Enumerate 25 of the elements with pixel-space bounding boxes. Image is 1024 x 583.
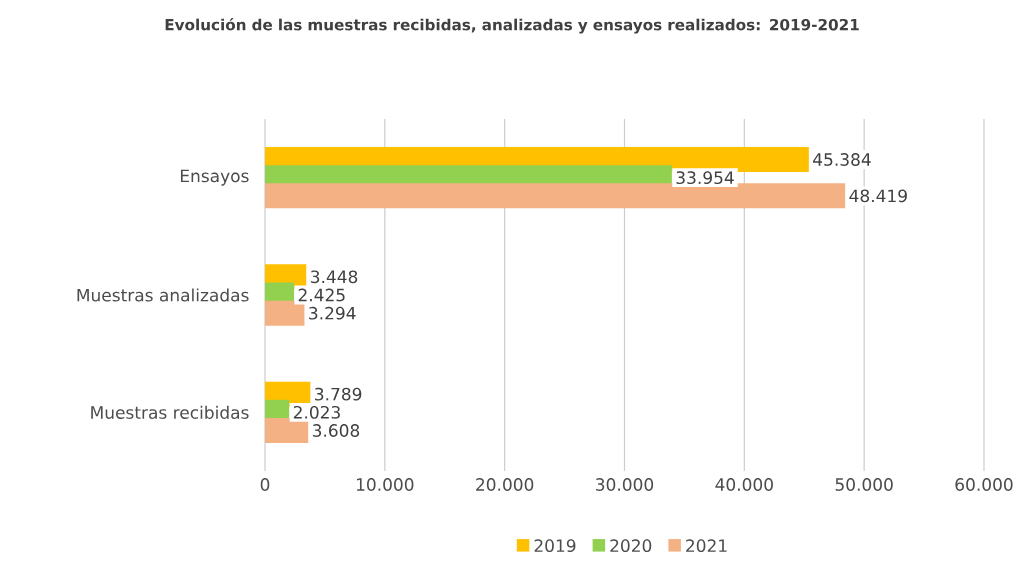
x-tick-label: 20.000 [476,478,534,491]
data-label: 33.954 [676,171,734,185]
bar [265,418,309,444]
data-label: 3.608 [312,424,360,437]
legend-label: 2019 [534,539,576,553]
data-label: 2.023 [293,405,340,419]
x-tick-label: 30.000 [596,478,654,491]
bar [265,300,305,326]
x-tick-label: 50.000 [835,478,893,491]
y-tick-label: Muestras recibidas [91,405,249,419]
y-tick-label: Muestras analizadas [77,288,249,302]
data-label: 3.294 [309,306,356,320]
data-label: 2.425 [298,288,345,302]
chart-title: Evolución de las muestras recibidas, analizadas y ensayos realizados: 2019-2021 [165,18,859,34]
legend-label: 2021 [686,539,727,553]
data-label: 45.384 [813,153,871,166]
x-tick-label: 0 [260,478,270,491]
x-tick-label: 60.000 [955,478,1013,491]
legend-label: 2020 [610,539,652,553]
data-label: 3.789 [315,387,362,401]
x-tick-label: 40.000 [715,478,773,491]
data-label: 3.448 [311,270,358,284]
y-tick-label: Ensayos [180,169,249,186]
x-tick-label: 10.000 [356,478,414,491]
data-label: 48.419 [849,189,907,203]
